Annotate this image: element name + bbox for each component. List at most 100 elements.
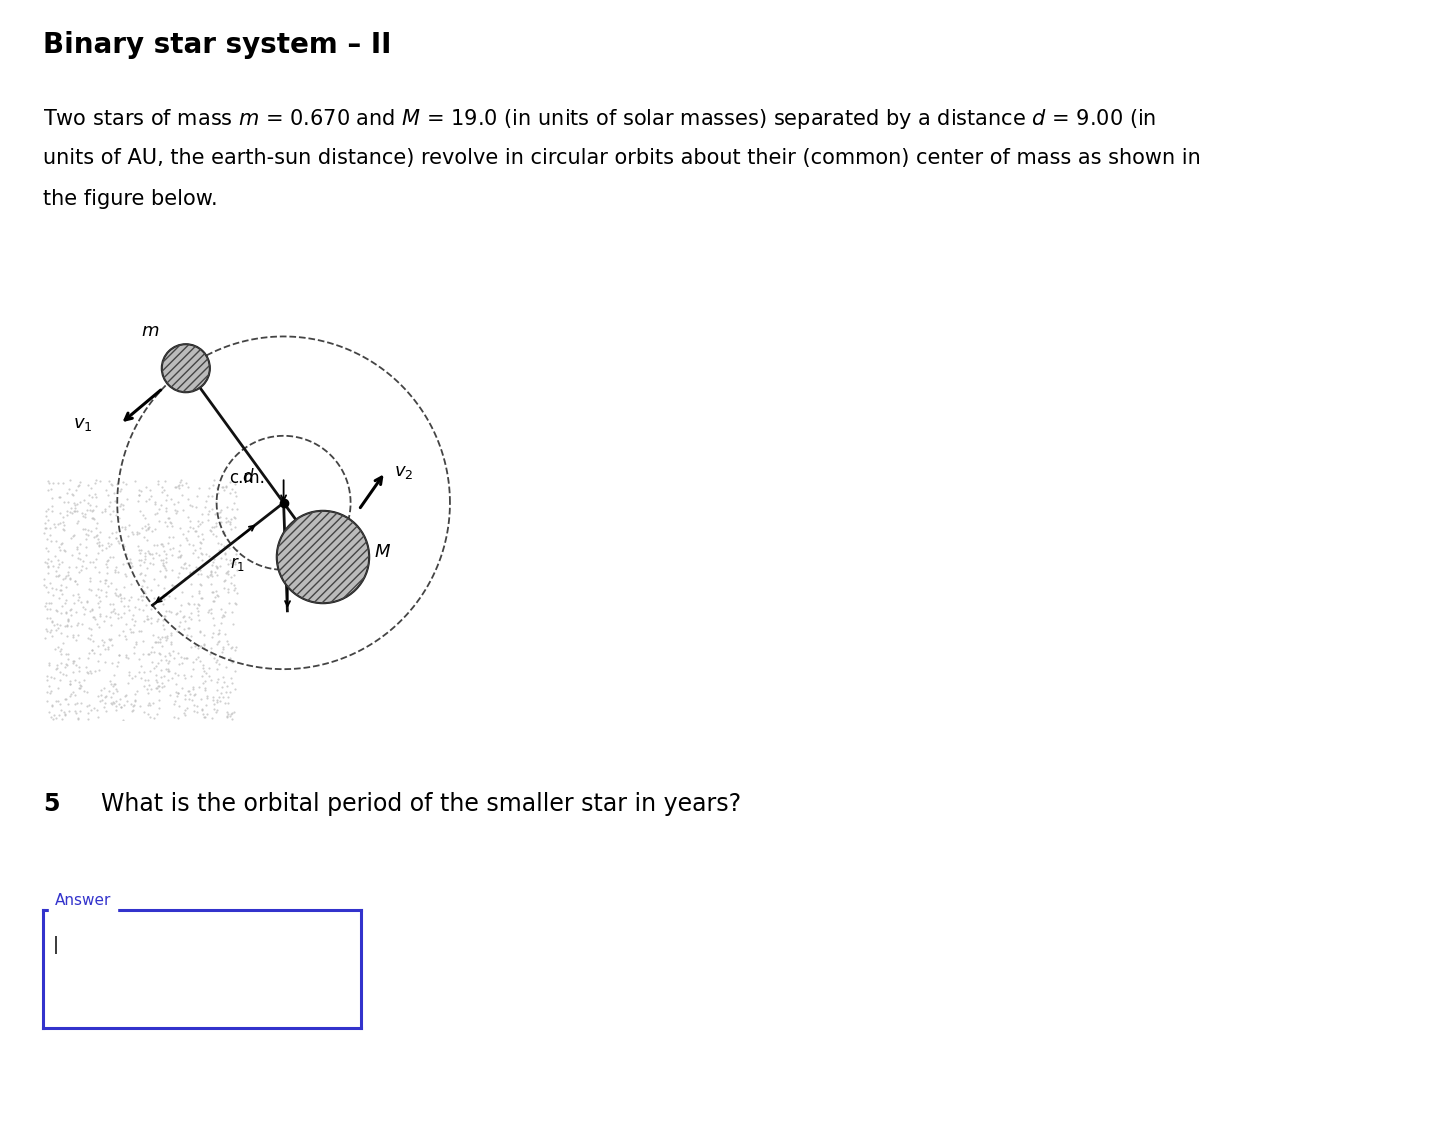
Point	[205, 517, 228, 535]
Point	[85, 514, 108, 532]
Point	[208, 502, 231, 520]
Point	[48, 616, 71, 634]
Point	[214, 682, 237, 700]
Point	[55, 591, 78, 609]
Point	[139, 581, 162, 599]
Point	[162, 577, 185, 595]
Point	[189, 589, 212, 607]
Point	[188, 581, 211, 599]
Point	[56, 617, 79, 635]
Point	[45, 580, 68, 598]
Point	[98, 547, 121, 565]
Point	[120, 623, 143, 641]
Point	[139, 481, 162, 499]
Point	[66, 673, 90, 691]
Point	[39, 681, 62, 699]
Point	[51, 701, 74, 719]
Point	[94, 571, 117, 589]
Point	[107, 695, 130, 713]
Point	[202, 624, 225, 642]
Point	[208, 655, 231, 673]
Point	[101, 636, 124, 654]
Point	[107, 562, 130, 580]
Point	[87, 529, 110, 547]
Point	[33, 577, 56, 595]
Point	[91, 691, 114, 709]
Point	[111, 473, 134, 491]
Point	[188, 678, 211, 696]
Point	[178, 496, 201, 514]
Point	[121, 701, 144, 719]
Point	[217, 540, 240, 558]
Point	[221, 653, 244, 671]
Point	[169, 601, 192, 619]
Point	[75, 683, 98, 701]
Point	[101, 694, 124, 711]
Point	[113, 518, 136, 536]
Point	[156, 629, 179, 647]
Point	[113, 627, 136, 645]
Point	[61, 653, 84, 671]
Point	[215, 678, 238, 696]
Point	[142, 554, 165, 572]
Point	[214, 545, 237, 563]
Point	[179, 627, 202, 645]
Point	[201, 556, 224, 574]
Point	[189, 515, 212, 533]
Point	[217, 562, 240, 580]
Point	[133, 704, 156, 722]
Point	[175, 473, 198, 491]
Point	[66, 478, 90, 496]
Point	[166, 493, 189, 511]
Point	[204, 493, 227, 511]
Point	[199, 604, 222, 622]
Point	[87, 533, 110, 551]
Point	[61, 505, 84, 523]
Point	[178, 690, 201, 708]
Point	[186, 640, 209, 658]
Point	[188, 538, 211, 556]
Point	[56, 611, 79, 629]
Point	[136, 532, 159, 550]
Point	[136, 578, 159, 596]
Point	[90, 591, 113, 609]
Point	[104, 559, 127, 577]
Point	[137, 645, 160, 663]
Point	[224, 509, 247, 527]
Point	[74, 559, 97, 577]
Point	[49, 535, 72, 553]
Point	[147, 682, 170, 700]
Point	[66, 626, 90, 644]
Point	[143, 536, 166, 554]
Point	[212, 537, 235, 555]
Point	[75, 592, 98, 610]
Point	[65, 515, 88, 533]
Point	[123, 644, 146, 662]
Point	[97, 682, 120, 700]
Point	[45, 562, 68, 580]
Point	[202, 649, 225, 667]
Point	[185, 498, 208, 516]
Point	[49, 642, 72, 660]
Point	[72, 682, 95, 700]
Point	[191, 668, 214, 686]
Point	[48, 671, 71, 689]
Point	[162, 495, 185, 513]
Point	[127, 663, 150, 681]
Point	[188, 480, 211, 498]
Point	[68, 473, 91, 491]
Point	[221, 709, 244, 727]
Point	[66, 649, 90, 667]
Point	[143, 520, 166, 538]
Point	[178, 608, 201, 626]
Point	[131, 633, 155, 651]
Point	[193, 662, 217, 680]
Point	[133, 551, 156, 569]
Text: $d$: $d$	[243, 468, 256, 486]
Point	[140, 608, 163, 626]
Point	[59, 471, 82, 489]
Point	[199, 522, 222, 540]
Point	[155, 561, 178, 579]
Point	[53, 706, 77, 724]
Point	[139, 697, 162, 715]
